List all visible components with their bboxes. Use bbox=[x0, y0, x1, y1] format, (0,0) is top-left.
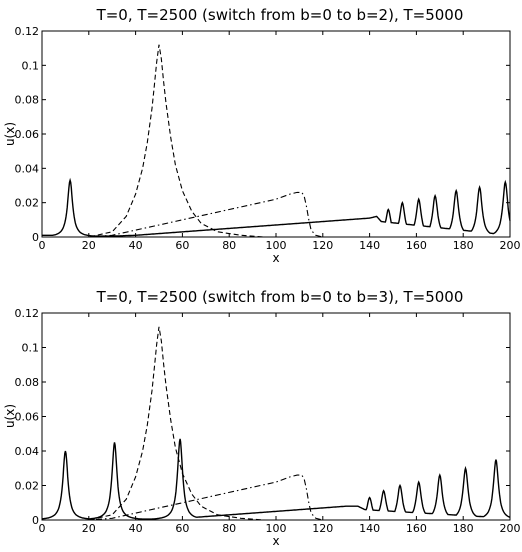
x-tick-label: 180 bbox=[453, 239, 474, 252]
panel-top-axes: 0 20 40 60 80 100 120 140 160 180 200 0 0.02 0.04 0.06… bbox=[15, 25, 521, 252]
x-tick-label: 120 bbox=[312, 239, 333, 252]
x-tick-label: 140 bbox=[359, 239, 380, 252]
x-tick-label: 40 bbox=[129, 239, 143, 252]
panel-top-ylabel: u(x) bbox=[3, 122, 17, 146]
x-tick-label: 200 bbox=[500, 239, 521, 252]
series-line-solid bbox=[42, 177, 511, 237]
x-tick-label: 20 bbox=[82, 239, 96, 252]
x-tick-label: 80 bbox=[222, 239, 236, 252]
y-tick-label: 0.02 bbox=[15, 480, 40, 493]
y-tick-label: 0.12 bbox=[15, 25, 40, 38]
panel-top: T=0, T=2500 (switch from b=0 to b=2), T=… bbox=[3, 6, 521, 265]
panel-bottom: T=0, T=2500 (switch from b=0 to b=3), T=… bbox=[3, 288, 521, 548]
x-tick-label: 60 bbox=[175, 522, 189, 535]
y-tick-label: 0.12 bbox=[15, 307, 40, 320]
panel-bottom-title: T=0, T=2500 (switch from b=0 to b=3), T=… bbox=[96, 288, 464, 306]
panel-bottom-series bbox=[41, 326, 511, 521]
x-tick-label: 80 bbox=[222, 522, 236, 535]
y-tick-label: 0 bbox=[32, 514, 39, 527]
x-tick-label: 140 bbox=[359, 522, 380, 535]
x-tick-label: 40 bbox=[129, 522, 143, 535]
y-tick-label: 0.04 bbox=[15, 445, 40, 458]
x-tick-label: 0 bbox=[39, 522, 46, 535]
x-tick-label: 160 bbox=[406, 522, 427, 535]
x-tick-label: 100 bbox=[266, 239, 287, 252]
panel-bottom-xlabel: x bbox=[272, 534, 279, 548]
y-tick-label: 0.1 bbox=[22, 59, 40, 72]
x-tick-label: 100 bbox=[266, 522, 287, 535]
x-tick-label: 180 bbox=[453, 522, 474, 535]
x-tick-label: 0 bbox=[39, 239, 46, 252]
panel-top-series bbox=[42, 44, 511, 238]
y-tick-label: 0.08 bbox=[15, 376, 40, 389]
y-tick-label: 0.02 bbox=[15, 197, 40, 210]
y-tick-label: 0.08 bbox=[15, 94, 40, 107]
y-tick-label: 0.06 bbox=[15, 411, 40, 424]
panel-bottom-axes: 0 20 40 60 80 100 120 140 160 180 200 0 0.02 0.04 0.06… bbox=[15, 307, 521, 535]
x-tick-label: 200 bbox=[500, 522, 521, 535]
series-line-dash-dot bbox=[42, 191, 510, 238]
panel-bottom-axes-box bbox=[41, 312, 511, 521]
series-line-dashed bbox=[42, 44, 510, 238]
series-line-dash-dot bbox=[42, 474, 510, 521]
series-line-solid bbox=[41, 438, 511, 520]
x-tick-label: 160 bbox=[406, 239, 427, 252]
x-tick-label: 120 bbox=[312, 522, 333, 535]
panel-bottom-ylabel: u(x) bbox=[3, 404, 17, 428]
x-tick-label: 60 bbox=[175, 239, 189, 252]
panel-top-title: T=0, T=2500 (switch from b=0 to b=2), T=… bbox=[96, 6, 464, 24]
y-tick-label: 0.06 bbox=[15, 128, 40, 141]
panel-top-xlabel: x bbox=[272, 251, 279, 265]
panel-top-axes-box bbox=[41, 30, 511, 238]
x-tick-label: 20 bbox=[82, 522, 96, 535]
series-line-dashed bbox=[42, 326, 510, 521]
y-tick-label: 0.04 bbox=[15, 162, 40, 175]
y-tick-label: 0.1 bbox=[22, 342, 40, 355]
y-tick-label: 0 bbox=[32, 231, 39, 244]
